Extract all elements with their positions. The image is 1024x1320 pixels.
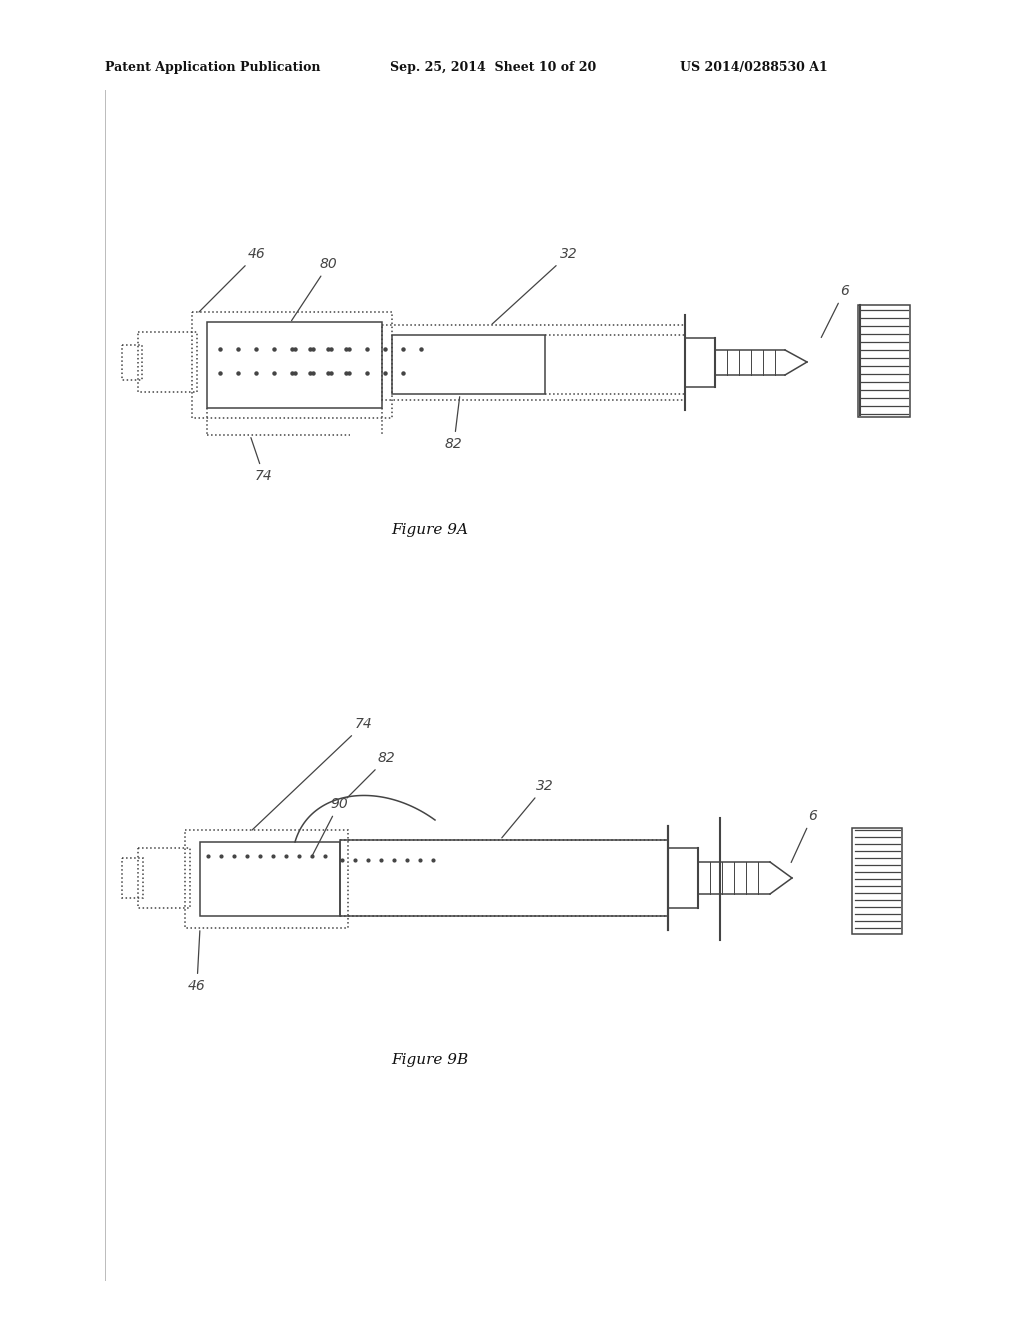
- Text: 46: 46: [199, 247, 266, 312]
- Bar: [207, 322, 382, 408]
- Bar: [185, 830, 348, 928]
- Bar: [382, 325, 685, 400]
- Text: 82: 82: [445, 397, 463, 451]
- Text: Patent Application Publication: Patent Application Publication: [105, 62, 321, 74]
- Text: 74: 74: [252, 717, 373, 830]
- Text: 80: 80: [292, 257, 338, 321]
- Text: Sep. 25, 2014  Sheet 10 of 20: Sep. 25, 2014 Sheet 10 of 20: [390, 62, 596, 74]
- Text: 82: 82: [347, 751, 395, 799]
- Text: 74: 74: [251, 438, 272, 483]
- Bar: [122, 345, 142, 380]
- Text: 32: 32: [502, 779, 554, 838]
- Text: Figure 9B: Figure 9B: [391, 1053, 469, 1067]
- Bar: [200, 842, 340, 916]
- Text: 90: 90: [311, 797, 348, 858]
- Text: 6: 6: [792, 809, 817, 862]
- Text: Figure 9A: Figure 9A: [391, 523, 469, 537]
- Bar: [138, 333, 197, 392]
- Text: 6: 6: [821, 284, 849, 338]
- Bar: [138, 847, 190, 908]
- Bar: [122, 858, 143, 898]
- Bar: [340, 840, 668, 916]
- Text: 46: 46: [188, 931, 206, 993]
- Text: US 2014/0288530 A1: US 2014/0288530 A1: [680, 62, 827, 74]
- Bar: [858, 305, 910, 417]
- Text: 32: 32: [493, 247, 578, 325]
- Bar: [392, 335, 545, 393]
- Bar: [852, 828, 902, 935]
